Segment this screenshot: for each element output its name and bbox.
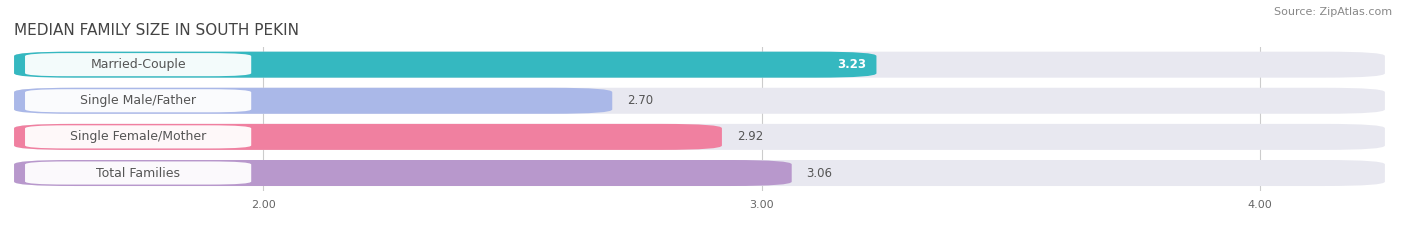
FancyBboxPatch shape xyxy=(25,125,252,148)
Text: Single Female/Mother: Single Female/Mother xyxy=(70,130,207,143)
Text: Married-Couple: Married-Couple xyxy=(90,58,186,71)
Text: Single Male/Father: Single Male/Father xyxy=(80,94,195,107)
Text: 2.70: 2.70 xyxy=(627,94,654,107)
FancyBboxPatch shape xyxy=(14,52,1385,78)
FancyBboxPatch shape xyxy=(14,160,792,186)
Text: 3.06: 3.06 xyxy=(807,167,832,179)
FancyBboxPatch shape xyxy=(14,52,876,78)
Text: MEDIAN FAMILY SIZE IN SOUTH PEKIN: MEDIAN FAMILY SIZE IN SOUTH PEKIN xyxy=(14,24,299,38)
FancyBboxPatch shape xyxy=(25,89,252,112)
Text: 2.92: 2.92 xyxy=(737,130,763,143)
Text: Source: ZipAtlas.com: Source: ZipAtlas.com xyxy=(1274,7,1392,17)
Text: 3.23: 3.23 xyxy=(838,58,866,71)
FancyBboxPatch shape xyxy=(14,88,1385,114)
FancyBboxPatch shape xyxy=(14,124,721,150)
FancyBboxPatch shape xyxy=(25,161,252,185)
FancyBboxPatch shape xyxy=(14,124,1385,150)
Text: Total Families: Total Families xyxy=(96,167,180,179)
FancyBboxPatch shape xyxy=(14,160,1385,186)
FancyBboxPatch shape xyxy=(25,53,252,76)
FancyBboxPatch shape xyxy=(14,88,612,114)
